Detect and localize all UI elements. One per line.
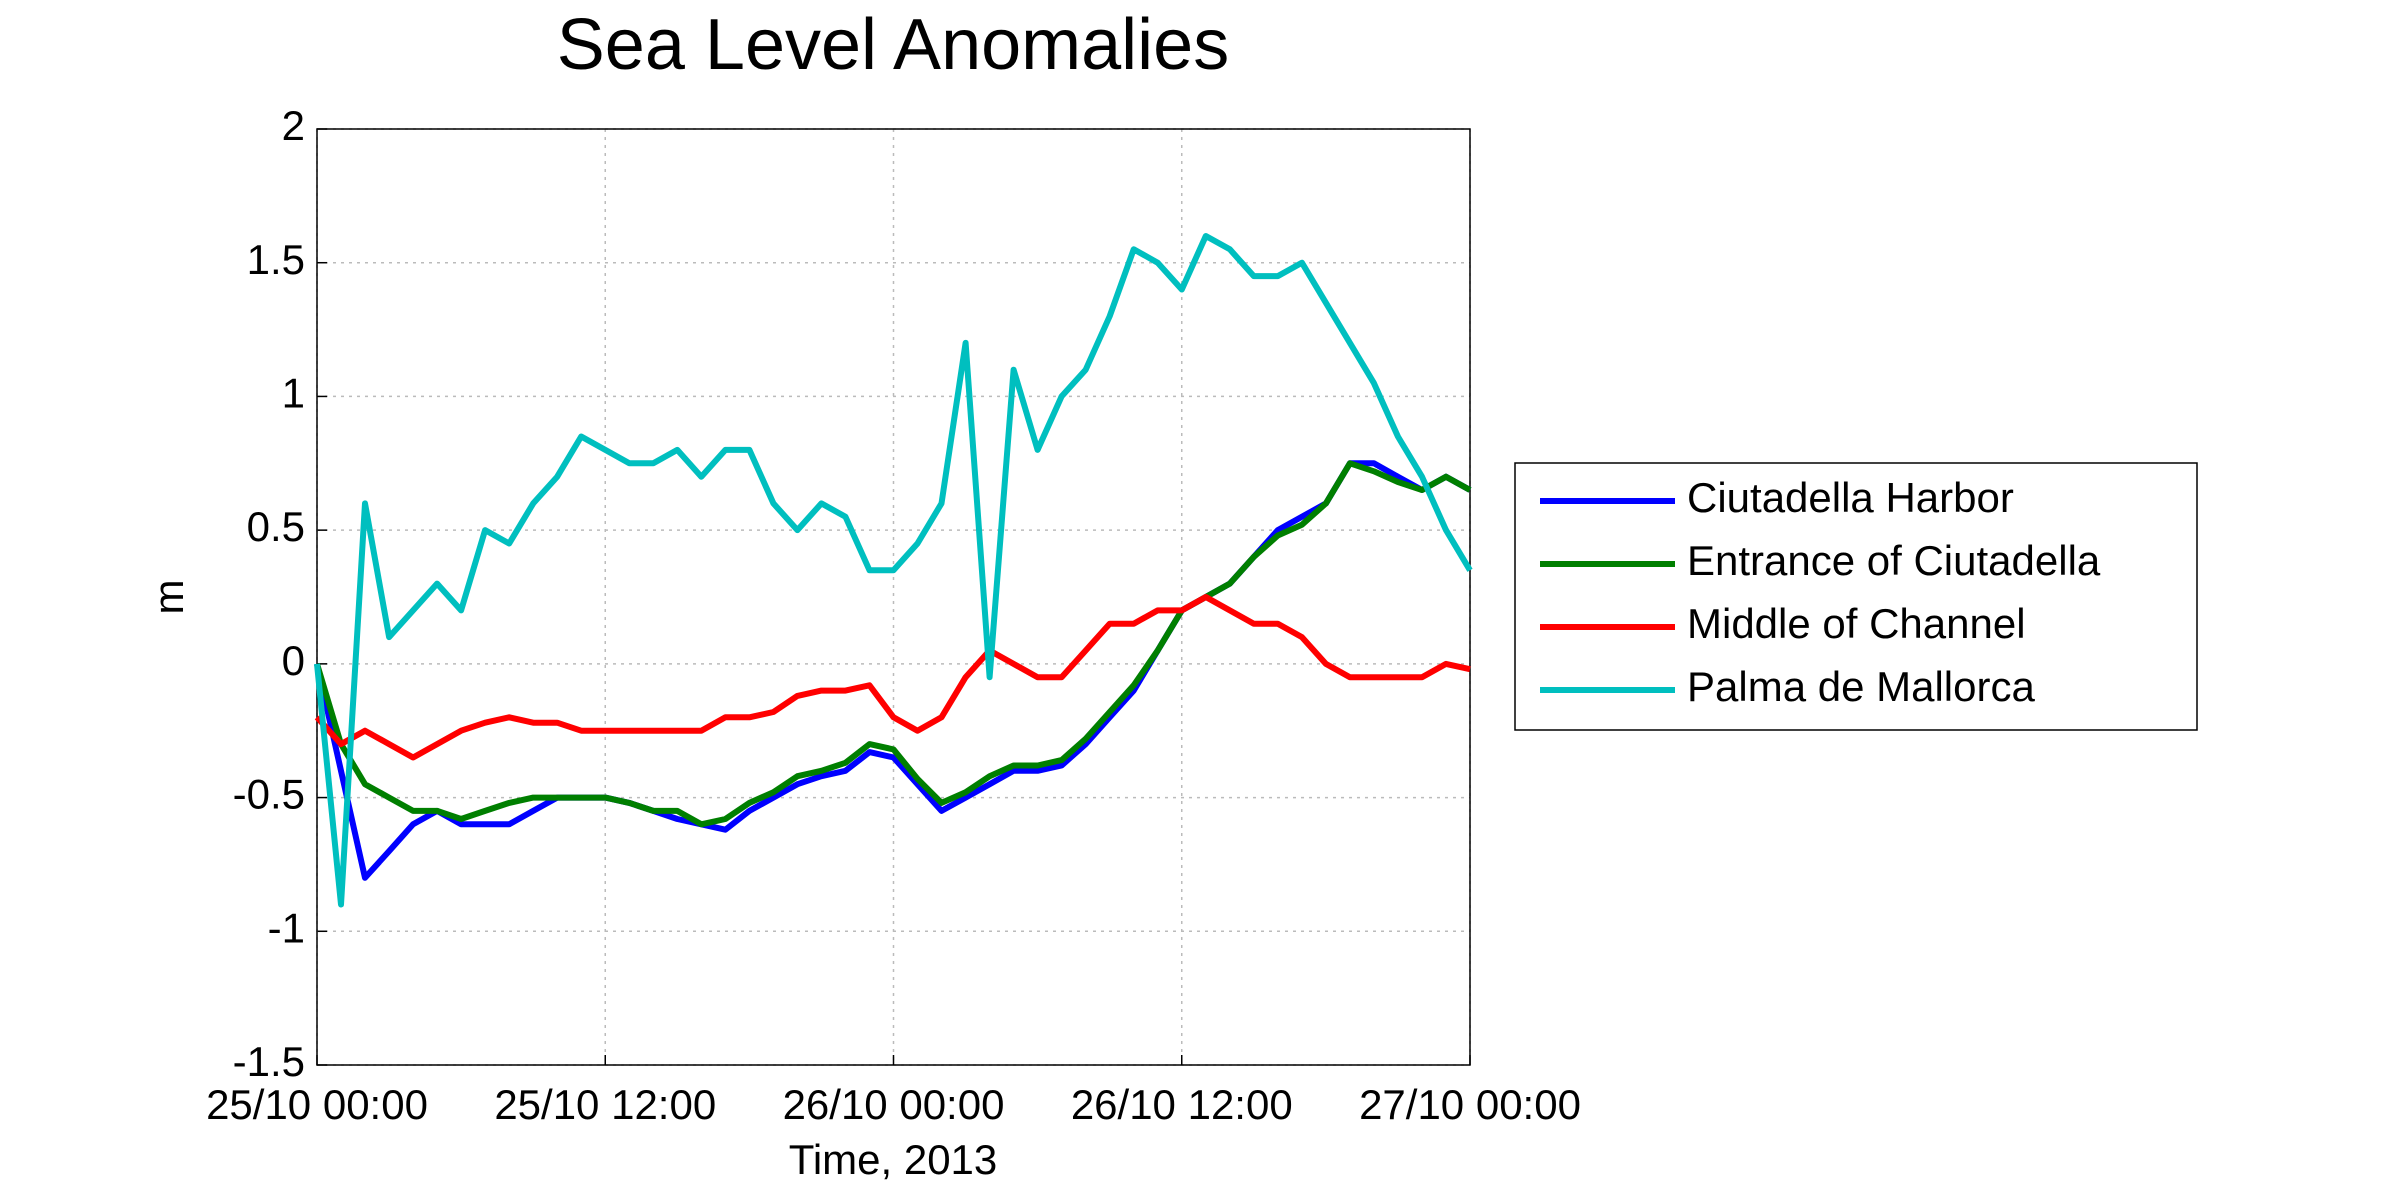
y-tick-label: 0 — [282, 637, 305, 684]
legend-label: Middle of Channel — [1687, 600, 2026, 647]
x-tick-label: 27/10 00:00 — [1359, 1081, 1581, 1128]
x-tick-label: 25/10 12:00 — [494, 1081, 716, 1128]
legend-label: Entrance of Ciutadella — [1687, 537, 2101, 584]
series-line — [314, 594, 1471, 761]
x-tick-label: 26/10 00:00 — [783, 1081, 1005, 1128]
y-tick-label: 2 — [282, 102, 305, 149]
y-tick-label: -1.5 — [233, 1038, 305, 1085]
series-line — [314, 460, 1472, 828]
legend-label: Ciutadella Harbor — [1687, 474, 2014, 521]
chart-title: Sea Level Anomalies — [557, 5, 1229, 85]
plot-frame — [316, 128, 1471, 1066]
series-line — [314, 233, 1473, 908]
legend-label: Palma de Mallorca — [1687, 663, 2035, 710]
x-axis-label: Time, 2013 — [789, 1136, 998, 1183]
series-line — [314, 460, 1472, 881]
y-tick-label: 1.5 — [247, 236, 305, 283]
x-tick-label: 26/10 12:00 — [1071, 1081, 1293, 1128]
y-axis-label: m — [145, 580, 192, 615]
y-tick-label: 0.5 — [247, 503, 305, 550]
x-tick-label: 25/10 00:00 — [206, 1081, 428, 1128]
y-tick-label: 1 — [282, 370, 305, 417]
y-tick-label: -0.5 — [233, 771, 305, 818]
legend-box — [1514, 462, 2198, 731]
y-tick-label: -1 — [268, 904, 305, 951]
